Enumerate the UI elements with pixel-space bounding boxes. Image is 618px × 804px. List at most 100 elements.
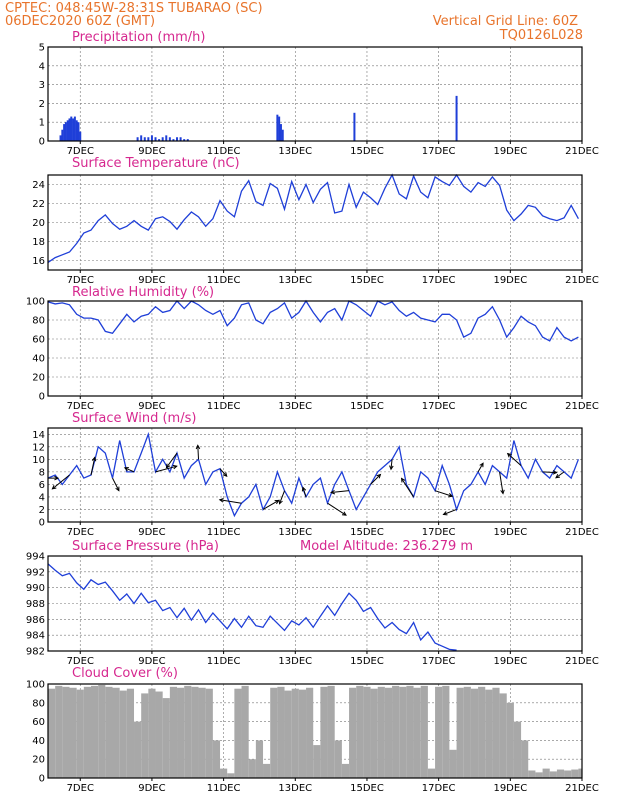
cloud-cover-area [141, 693, 149, 778]
cloud-cover-area [177, 687, 185, 778]
precipitation-bar [278, 116, 281, 141]
wind-arrowhead [278, 499, 283, 505]
precipitation-bar [61, 129, 64, 141]
cloud-cover-area [105, 686, 113, 778]
cloud-cover-area [205, 688, 213, 778]
pressure-xtick-label: 17DEC [422, 656, 456, 667]
cloud-cover-ytick-label: 20 [32, 755, 45, 766]
temperature-ytick-label: 24 [32, 180, 45, 191]
precipitation-bar [172, 139, 175, 141]
pressure-ytick-label: 994 [26, 552, 45, 563]
pressure-xtick-label: 21DEC [565, 656, 599, 667]
wind-arrows [48, 444, 565, 516]
precipitation-bar [68, 118, 71, 141]
wind-arrow [124, 467, 135, 473]
cloud-cover-area [456, 687, 464, 778]
cloud-cover-area [198, 687, 206, 778]
wind-arrow [542, 471, 557, 474]
humidity-frame [47, 300, 583, 397]
cloud-cover-area [155, 691, 163, 778]
cloud-cover-area [234, 688, 242, 778]
pressure-frame [47, 555, 583, 652]
pressure-xtick-label: 13DEC [278, 656, 312, 667]
wind-arrow [477, 462, 484, 473]
humidity-ytick-label: 60 [32, 335, 45, 346]
pressure-xtick-label: 9DEC [138, 656, 165, 667]
precipitation-bar [77, 122, 80, 141]
wind-xtick-label: 13DEC [278, 527, 312, 538]
precipitation-ytick-label: 5 [39, 43, 45, 54]
precipitation-bar [59, 135, 62, 141]
model-code: TQ0126L028 [499, 28, 583, 43]
cloud-cover-area [492, 687, 500, 778]
temperature-xtick-label: 15DEC [350, 275, 384, 286]
cloud-cover-xtick-label: 15DEC [350, 783, 384, 794]
cloud-cover-area [363, 686, 371, 778]
precipitation-bar [147, 137, 150, 141]
humidity-ytick-label: 20 [32, 373, 45, 384]
cloud-cover-area [98, 684, 106, 778]
cloud-cover-area [420, 685, 428, 778]
precipitation-bar [136, 137, 139, 141]
cloud-cover-area [578, 768, 582, 778]
cloud-cover-area [306, 687, 314, 778]
cloud-cover-area [406, 685, 414, 778]
cloud-cover-panel: 0 20 40 60 80 100 7DEC 9DEC 11DEC 13DEC 15DEC 17DEC… [26, 666, 599, 794]
cloud-cover-area [169, 686, 178, 778]
cloud-cover-area [320, 686, 328, 778]
humidity-xtick-label: 9DEC [138, 401, 165, 412]
wind-arrow [507, 453, 522, 466]
wind-arrowhead [376, 473, 382, 479]
cloud-cover-area [435, 686, 443, 778]
cloud-cover-area [55, 685, 63, 778]
pressure-ytick-label: 992 [26, 567, 45, 578]
precipitation-bar [168, 137, 171, 141]
wind-ytick-label: 10 [32, 455, 45, 466]
cloud-cover-area [298, 689, 307, 778]
wind-arrow [262, 500, 279, 510]
cloud-cover-area [48, 688, 56, 778]
wind-line [47, 431, 580, 518]
wind-xtick-label: 11DEC [207, 527, 241, 538]
cloud-cover-area [284, 690, 292, 778]
precipitation-xtick-label: 7DEC [67, 146, 94, 157]
wind-xtick-label: 21DEC [565, 527, 599, 538]
wind-arrow [401, 478, 414, 498]
pressure-panel: 982 984 986 988 990 992 994 7DEC 9DEC 11DEC 13DEC 1… [26, 539, 599, 667]
humidity-ytick-label: 40 [32, 354, 45, 365]
wind-arrow [327, 502, 347, 516]
precipitation-ytick-label: 3 [39, 80, 45, 91]
cloud-cover-xtick-label: 17DEC [422, 783, 456, 794]
precipitation-bar [64, 122, 67, 141]
wind-xtick-label: 17DEC [422, 527, 456, 538]
wind-xtick-label: 19DEC [493, 527, 527, 538]
cloud-cover-area [427, 768, 436, 778]
cloud-cover-xtick-label: 7DEC [67, 783, 94, 794]
cloud-cover-xtick-label: 19DEC [493, 783, 527, 794]
cloud-cover-ytick-label: 100 [26, 680, 45, 691]
cloud-cover-area [349, 687, 357, 778]
wind-arrow [434, 490, 453, 497]
humidity-xtick-label: 11DEC [207, 401, 241, 412]
cloud-cover-area [463, 686, 471, 778]
wind-arrowhead [400, 477, 406, 483]
grid-note: Vertical Grid Line: 60Z [433, 14, 578, 29]
humidity-xtick-label: 17DEC [422, 401, 456, 412]
temperature-ytick-label: 22 [32, 199, 45, 210]
precipitation-xtick-label: 17DEC [422, 146, 456, 157]
cloud-cover-xtick-label: 21DEC [565, 783, 599, 794]
precipitation-bar [150, 135, 153, 141]
precipitation-bar [165, 135, 168, 141]
cloud-cover-title: Cloud Cover (%) [72, 666, 178, 681]
wind-arrowhead [500, 489, 505, 495]
temperature-frame [47, 174, 583, 271]
wind-ytick-label: 4 [39, 492, 45, 503]
cloud-cover-area [220, 768, 228, 778]
cloud-cover-area [134, 721, 142, 778]
cloud-cover-area [513, 721, 522, 778]
cloud-cover-ytick-label: 0 [39, 774, 45, 785]
temperature-ytick-label: 20 [32, 218, 45, 229]
precipitation-bar [158, 139, 161, 141]
